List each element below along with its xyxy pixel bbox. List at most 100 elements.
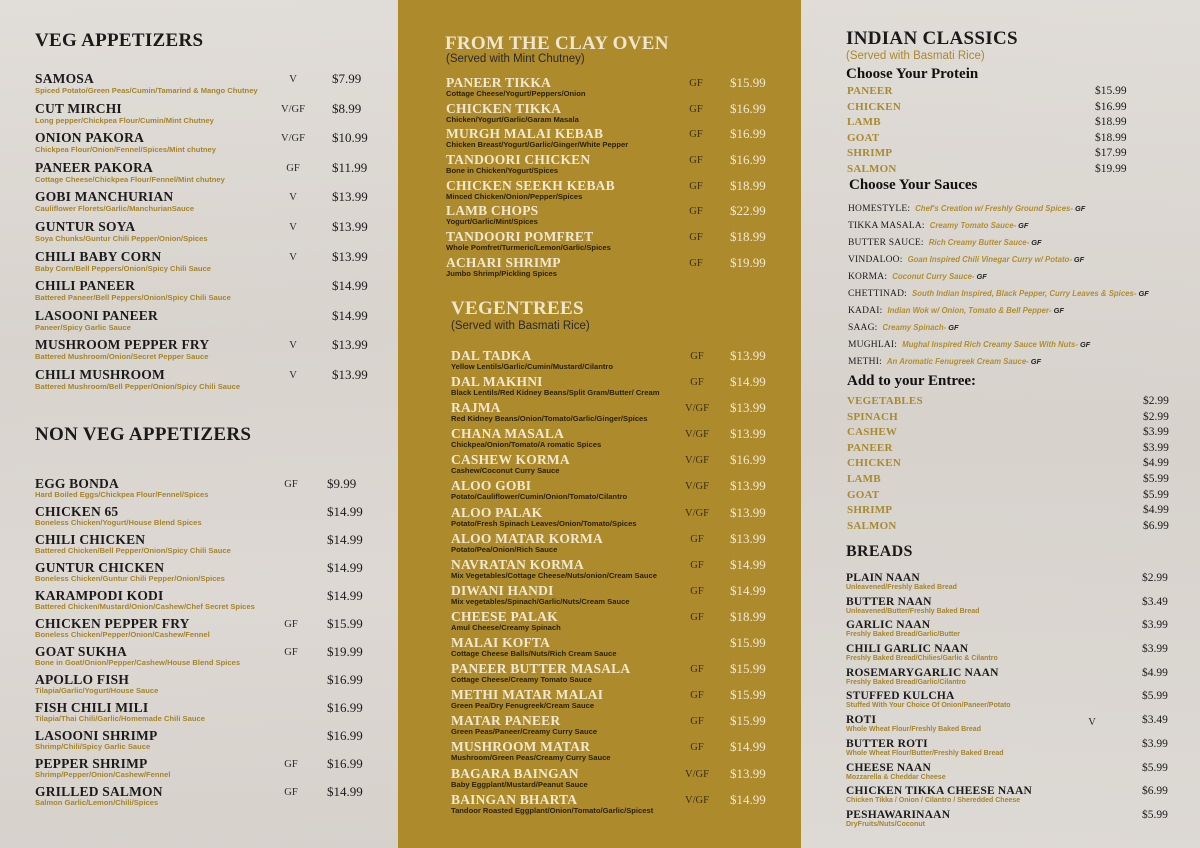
- menu-item[interactable]: LAMB $5.99: [847, 473, 1169, 489]
- menu-item[interactable]: CHILI CHICKEN Battered Chicken/Bell Peppe…: [35, 532, 375, 560]
- menu-item[interactable]: SALMON $6.99: [847, 520, 1169, 536]
- item-description: Stuffed With Your Choice Of Onion/Paneer…: [846, 702, 1011, 710]
- menu-item[interactable]: ONION PAKORA Chickpea Flour/Onion/Fennel/…: [35, 130, 375, 160]
- menu-item[interactable]: SPINACH $2.99: [847, 411, 1169, 427]
- menu-item[interactable]: MUSHROOM PEPPER FRY Battered Mushroom/Oni…: [35, 337, 375, 367]
- menu-item[interactable]: CHEESE NAAN Mozzarella & Cheddar Cheese $5…: [846, 762, 1186, 786]
- menu-item[interactable]: CHICKEN TIKKA CHEESE NAAN Chicken Tikka /…: [846, 785, 1186, 809]
- menu-item[interactable]: BAGARA BAINGAN Baby Eggplant/Mustard/Pean…: [451, 766, 791, 792]
- menu-item[interactable]: CHANA MASALA Chickpea/Onion/Tomato/A roma…: [451, 426, 791, 452]
- sauce-option[interactable]: VINDALOO: Goan Inspired Chili Vinegar Cur…: [848, 249, 1198, 266]
- menu-item[interactable]: PESHAWARINAAN DryFruits/Nuts/Coconut $5.99: [846, 809, 1186, 833]
- menu-item[interactable]: CHEESE PALAK Amul Cheese/Creamy Spinach GF…: [451, 609, 791, 635]
- menu-item[interactable]: APOLLO FISH Tilapia/Garlic/Yogurt/House S…: [35, 672, 375, 700]
- menu-item[interactable]: MURGH MALAI KEBAB Chicken Breast/Yogurt/G…: [446, 126, 786, 152]
- menu-item[interactable]: CHICKEN TIKKA Chicken/Yogurt/Garlic/Garam…: [446, 101, 786, 127]
- menu-item[interactable]: GUNTUR CHICKEN Boneless Chicken/Guntur Ch…: [35, 560, 375, 588]
- menu-item[interactable]: CHILI PANEER Battered Paneer/Bell Peppers…: [35, 278, 375, 308]
- menu-item[interactable]: FISH CHILI MILI Tilapia/Thai Chili/Garlic…: [35, 700, 375, 728]
- menu-item[interactable]: CASHEW $3.99: [847, 426, 1169, 442]
- menu-item[interactable]: GOAT SUKHA Bone in Goat/Onion/Pepper/Cash…: [35, 644, 375, 672]
- item-name: BAINGAN BHARTA: [451, 791, 578, 807]
- menu-item[interactable]: GUNTUR SOYA Soya Chunks/Guntur Chili Pepp…: [35, 219, 375, 249]
- sauce-option[interactable]: KORMA: Coconut Curry Sauce- GF: [848, 266, 1198, 283]
- menu-item[interactable]: LASOONI PANEER Paneer/Spicy Garlic Sauce $…: [35, 308, 375, 338]
- item-name: CASHEW: [847, 426, 898, 439]
- sauce-option[interactable]: KADAI: Indian Wok w/ Onion, Tomato & Bell…: [848, 300, 1198, 317]
- sauce-option[interactable]: SAAG: Creamy Spinach- GF: [848, 317, 1198, 334]
- menu-item[interactable]: PEPPER SHRIMP Shrimp/Pepper/Onion/Cashew/…: [35, 756, 375, 784]
- menu-item[interactable]: CHICKEN $4.99: [847, 457, 1169, 473]
- menu-item[interactable]: TANDOORI CHICKEN Bone in Chicken/Yogurt/S…: [446, 152, 786, 178]
- menu-item[interactable]: CHICKEN SEEKH KEBAB Minced Chicken/Onion/…: [446, 178, 786, 204]
- menu-item[interactable]: SHRIMP $4.99: [847, 504, 1169, 520]
- menu-item[interactable]: GOAT $18.99: [847, 132, 1167, 148]
- menu-item[interactable]: MATAR PANEER Green Peas/Paneer/Creamy Cur…: [451, 713, 791, 739]
- item-description: Hard Boiled Eggs/Chickpea Flour/Fennel/S…: [35, 490, 209, 499]
- menu-item[interactable]: BUTTER NAAN Unleavened/Butter/Freshly Bak…: [846, 596, 1186, 620]
- menu-item[interactable]: CHICKEN 65 Boneless Chicken/Yogurt/House …: [35, 504, 375, 532]
- menu-item[interactable]: CHILI BABY CORN Baby Corn/Bell Peppers/On…: [35, 249, 375, 279]
- menu-item[interactable]: KARAMPODI KODI Battered Chicken/Mustard/O…: [35, 588, 375, 616]
- menu-item[interactable]: CHICKEN PEPPER FRY Boneless Chicken/Peppe…: [35, 616, 375, 644]
- menu-item[interactable]: STUFFED KULCHA Stuffed With Your Choice O…: [846, 690, 1186, 714]
- sauce-option[interactable]: BUTTER SAUCE: Rich Creamy Butter Sauce- GF: [848, 232, 1198, 249]
- item-name: CHANA MASALA: [451, 426, 565, 442]
- item-name: DIWANI HANDI: [451, 582, 554, 598]
- menu-item[interactable]: VEGETABLES $2.99: [847, 395, 1169, 411]
- item-name: APOLLO FISH: [35, 672, 130, 687]
- menu-item[interactable]: SHRIMP $17.99: [847, 147, 1167, 163]
- menu-item[interactable]: CHICKEN $16.99: [847, 101, 1167, 117]
- menu-item[interactable]: PANEER $15.99: [847, 85, 1167, 101]
- menu-item[interactable]: DIWANI HANDI Mix vegetables/Spinach/Garli…: [451, 583, 791, 609]
- item-description: Long pepper/Chickpea Flour/Cumin/Mint Ch…: [35, 115, 214, 125]
- menu-item[interactable]: DAL MAKHNI Black Lentils/Red Kidney Beans…: [451, 374, 791, 400]
- menu-item[interactable]: TANDOORI POMFRET Whole Pomfret/Turmeric/L…: [446, 229, 786, 255]
- item-price: $3.99: [1143, 426, 1169, 439]
- sauce-option[interactable]: METHI: An Aromatic Fenugreek Cream Sauce-…: [848, 351, 1198, 368]
- menu-item[interactable]: PANEER BUTTER MASALA Cottage Cheese/Cream…: [451, 661, 791, 687]
- menu-item[interactable]: ROSEMARYGARLIC NAAN Freshly Baked Bread/G…: [846, 667, 1186, 691]
- menu-item[interactable]: EGG BONDA Hard Boiled Eggs/Chickpea Flour…: [35, 476, 375, 504]
- menu-item[interactable]: PANEER TIKKA Cottage Cheese/Yogurt/Pepper…: [446, 75, 786, 101]
- menu-item[interactable]: LAMB $18.99: [847, 116, 1167, 132]
- menu-item[interactable]: GRILLED SALMON Salmon Garlic/Lemon/Chili/…: [35, 784, 375, 812]
- menu-item[interactable]: NAVRATAN KORMA Mix Vegetables/Cottage Che…: [451, 557, 791, 583]
- item-price: $13.99: [332, 218, 368, 234]
- sauce-name: MUGHLAI:: [848, 340, 898, 350]
- menu-item[interactable]: CHILI MUSHROOM Battered Mushroom/Bell Pep…: [35, 367, 375, 397]
- sauce-option[interactable]: MUGHLAI: Mughal Inspired Rich Creamy Sauc…: [848, 334, 1198, 351]
- menu-item[interactable]: GARLIC NAAN Freshly Baked Bread/Garlic/Bu…: [846, 619, 1186, 643]
- menu-item[interactable]: DAL TADKA Yellow Lentils/Garlic/Cumin/Mus…: [451, 348, 791, 374]
- menu-item[interactable]: GOBI MANCHURIAN Cauliflower Florets/Garli…: [35, 189, 375, 219]
- menu-item[interactable]: LASOONI SHRIMP Shrimp/Chili/Spicy Garlic …: [35, 728, 375, 756]
- menu-item[interactable]: MUSHROOM MATAR Mushroom/Green Peas/Creamy…: [451, 739, 791, 765]
- menu-item[interactable]: SALMON $19.99: [847, 163, 1167, 179]
- menu-item[interactable]: MALAI KOFTA Cottage Cheese Balls/Nuts/Ric…: [451, 635, 791, 661]
- menu-item[interactable]: METHI MATAR MALAI Green Pea/Dry Fenugreek…: [451, 687, 791, 713]
- dietary-tag: GF: [690, 533, 704, 545]
- menu-item[interactable]: ALOO GOBI Potato/Cauliflower/Cumin/Onion/…: [451, 478, 791, 504]
- menu-item[interactable]: CHILI GARLIC NAAN Freshly Baked Bread/Chi…: [846, 643, 1186, 667]
- menu-item[interactable]: GOAT $5.99: [847, 489, 1169, 505]
- menu-item[interactable]: ROTI Whole Wheat Flour/Freshly Baked Brea…: [846, 714, 1186, 738]
- sauce-option[interactable]: CHETTINAD: South Indian Inspired, Black P…: [848, 283, 1198, 300]
- menu-item[interactable]: ACHARI SHRIMP Jumbo Shrimp/Pickling Spice…: [446, 255, 786, 281]
- menu-item[interactable]: BUTTER ROTI Whole Wheat Flour/Butter/Fres…: [846, 738, 1186, 762]
- item-price: $13.99: [332, 366, 368, 382]
- item-name: MUSHROOM PEPPER FRY: [35, 337, 210, 353]
- menu-item[interactable]: RAJMA Red Kidney Beans/Onion/Tomato/Garli…: [451, 400, 791, 426]
- menu-item[interactable]: ALOO MATAR KORMA Potato/Pea/Onion/Rich Sa…: [451, 531, 791, 557]
- sauce-option[interactable]: HOMESTYLE: Chef's Creation w/ Freshly Gro…: [848, 198, 1198, 215]
- menu-item[interactable]: PLAIN NAAN Unleavened/Freshly Baked Bread…: [846, 572, 1186, 596]
- menu-item[interactable]: CUT MIRCHI Long pepper/Chickpea Flour/Cum…: [35, 101, 375, 131]
- menu-item[interactable]: ALOO PALAK Potato/Fresh Spinach Leaves/On…: [451, 505, 791, 531]
- item-name: PLAIN NAAN: [846, 572, 920, 584]
- sauce-option[interactable]: TIKKA MASALA: Creamy Tomato Sauce- GF: [848, 215, 1198, 232]
- menu-item[interactable]: PANEER PAKORA Cottage Cheese/Chickpea Flo…: [35, 160, 375, 190]
- menu-item[interactable]: CASHEW KORMA Cashew/Coconut Curry Sauce V/…: [451, 452, 791, 478]
- menu-item[interactable]: SAMOSA Spiced Potato/Green Peas/Cumin/Tam…: [35, 71, 375, 101]
- menu-item[interactable]: BAINGAN BHARTA Tandoor Roasted Eggplant/O…: [451, 792, 791, 818]
- menu-item[interactable]: PANEER $3.99: [847, 442, 1169, 458]
- menu-item[interactable]: LAMB CHOPS Yogurt/Garlic/Mint/Spices GF $22…: [446, 203, 786, 229]
